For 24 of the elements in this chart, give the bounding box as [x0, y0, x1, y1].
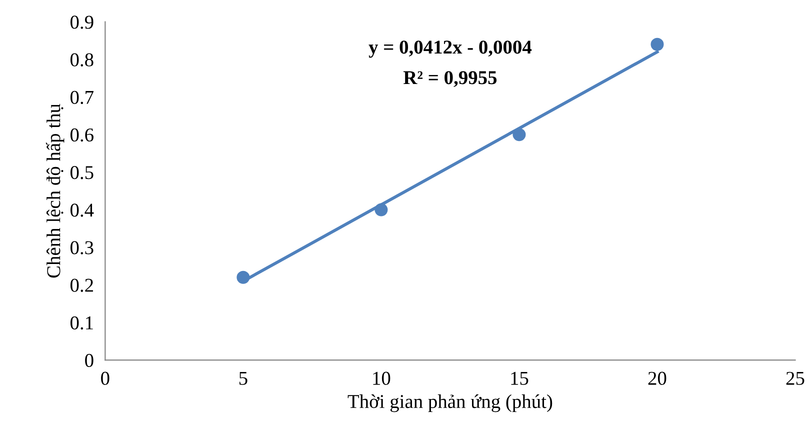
y-tick-label: 0.3	[70, 241, 94, 254]
y-tick-label: 0.7	[70, 90, 94, 104]
x-tick-label: 25	[786, 372, 804, 385]
annotation: R² = 0,9955	[403, 71, 497, 88]
y-tick-label: 0	[85, 354, 94, 368]
point	[236, 270, 250, 284]
point	[512, 128, 526, 142]
y-tick-label: 0.8	[70, 53, 94, 66]
annotation: y = 0,0412x - 0,0004	[368, 40, 532, 58]
y-tick-label: 0.1	[70, 316, 93, 330]
y-tick-label: 0.4	[70, 204, 94, 217]
x-tick-label: 5	[239, 372, 248, 385]
y-tick-label: 0.6	[70, 128, 94, 142]
x-axis-title: Thời gian phản ứng (phút)	[348, 394, 552, 412]
x-tick-label: 10	[373, 372, 390, 385]
y-tick-label: 0.5	[70, 166, 94, 180]
y-tick-label: 0.9	[70, 16, 94, 29]
y-axis-title: Chênh lệch độ hấp thụ	[46, 104, 64, 278]
point	[374, 203, 388, 216]
x-tick-label: 20	[648, 372, 666, 385]
point	[650, 38, 664, 51]
x-tick-label: 15	[511, 372, 528, 385]
y-tick-label: 0.2	[70, 278, 93, 292]
x-tick-label: 0	[101, 372, 110, 385]
